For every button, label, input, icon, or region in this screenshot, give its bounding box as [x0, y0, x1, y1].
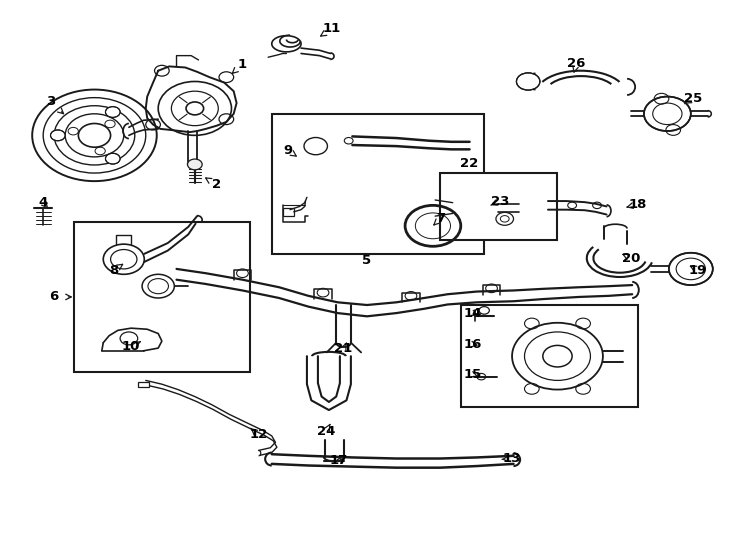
Bar — [272, 114, 484, 254]
Text: 19: 19 — [689, 264, 708, 276]
Text: 11: 11 — [323, 22, 341, 35]
Circle shape — [517, 73, 540, 90]
Text: 18: 18 — [629, 198, 647, 211]
Circle shape — [512, 323, 603, 389]
Text: 5: 5 — [363, 254, 371, 267]
Circle shape — [187, 159, 202, 170]
Text: 25: 25 — [684, 92, 702, 105]
Text: 15: 15 — [463, 368, 482, 381]
Text: 8: 8 — [109, 264, 119, 276]
Circle shape — [142, 274, 174, 298]
Bar — [283, 208, 294, 216]
Text: 26: 26 — [567, 57, 586, 70]
Circle shape — [103, 244, 145, 274]
Circle shape — [51, 130, 65, 141]
Text: 13: 13 — [503, 452, 521, 465]
Text: 9: 9 — [283, 144, 292, 157]
Text: 10: 10 — [122, 340, 140, 353]
Text: 23: 23 — [491, 194, 509, 207]
Text: 2: 2 — [212, 178, 222, 191]
Text: 14: 14 — [463, 307, 482, 320]
Bar — [139, 382, 149, 387]
Text: 12: 12 — [250, 428, 268, 441]
Circle shape — [304, 138, 327, 155]
Text: 4: 4 — [39, 196, 48, 209]
Text: 16: 16 — [463, 338, 482, 351]
Circle shape — [669, 253, 713, 285]
Circle shape — [106, 106, 120, 117]
Text: 17: 17 — [330, 454, 349, 467]
Bar — [461, 305, 638, 407]
Text: 3: 3 — [46, 96, 55, 109]
Text: 21: 21 — [335, 342, 352, 355]
Text: 22: 22 — [460, 157, 479, 171]
Text: 24: 24 — [317, 425, 335, 438]
Circle shape — [106, 153, 120, 164]
Bar — [440, 173, 558, 240]
Text: 6: 6 — [49, 291, 58, 303]
Text: 1: 1 — [238, 58, 247, 71]
Circle shape — [644, 97, 691, 131]
Text: 20: 20 — [622, 252, 640, 265]
Text: 7: 7 — [436, 212, 445, 225]
Bar — [74, 221, 250, 373]
